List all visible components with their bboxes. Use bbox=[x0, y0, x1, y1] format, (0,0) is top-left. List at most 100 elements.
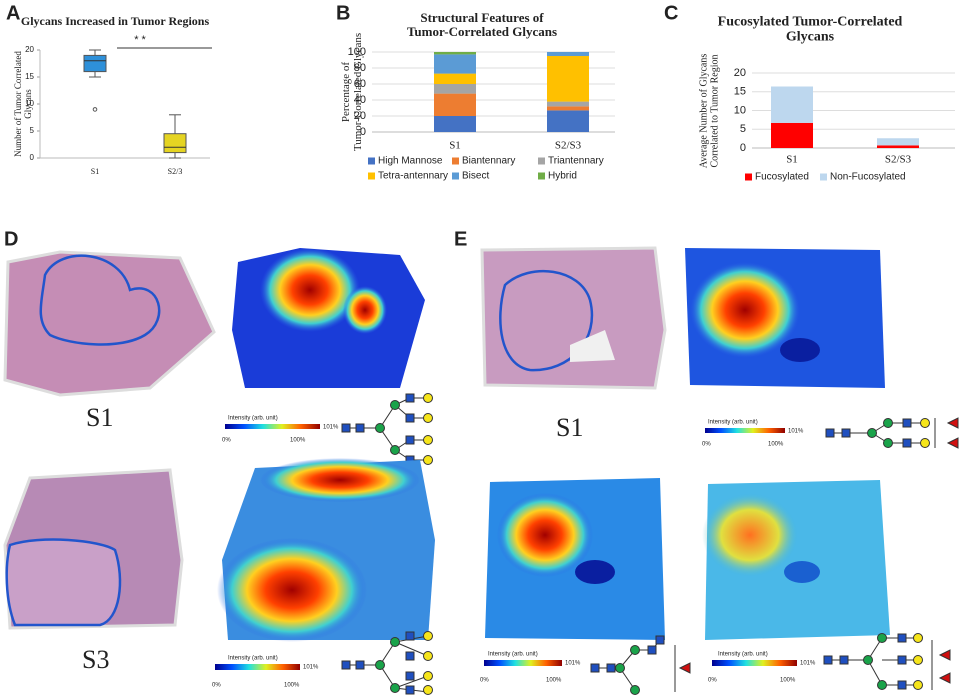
heatmap-image bbox=[485, 478, 890, 640]
y-tick-label: 20 bbox=[25, 45, 34, 54]
colorbar: Intensity (arb. unit) 101% 0% 100% bbox=[702, 420, 804, 448]
bar-segment bbox=[434, 93, 476, 116]
legend-swatch bbox=[452, 157, 459, 165]
y-tick-label: 60 bbox=[354, 78, 366, 90]
bar-segment bbox=[771, 86, 813, 123]
colorbar-label: 0% bbox=[708, 678, 717, 684]
colorbar-label: 0% bbox=[212, 683, 221, 689]
y-axis-label: Percentage ofTumor-Correlated Glycans bbox=[340, 33, 364, 151]
bar-segment bbox=[877, 145, 919, 148]
box bbox=[83, 54, 107, 73]
x-tick-label: S2/S3 bbox=[885, 154, 912, 166]
legend-label: High Mannose bbox=[378, 156, 443, 167]
y-tick-label: 20 bbox=[354, 110, 366, 122]
heatmap-image bbox=[685, 248, 885, 388]
legend-swatch bbox=[368, 157, 375, 165]
panel-label: C bbox=[664, 2, 678, 24]
chart-title: Fucosylated Tumor-Correlated Glycans bbox=[718, 15, 903, 45]
x-tick-label: S2/S3 bbox=[555, 140, 582, 152]
y-tick-label: 80 bbox=[354, 62, 366, 74]
bar-segment bbox=[547, 56, 589, 102]
bar-segment bbox=[547, 110, 589, 132]
tissue-image bbox=[480, 246, 667, 390]
bar-segment bbox=[877, 138, 919, 146]
legend-label: Hybrid bbox=[548, 171, 577, 182]
colorbar: Intensity (arb. unit) 101% 0% 100% bbox=[212, 656, 319, 689]
glycan-structure bbox=[825, 417, 959, 449]
y-tick-label: 5 bbox=[30, 126, 35, 135]
glycan-structure bbox=[590, 633, 951, 695]
y-tick-label: 20 bbox=[734, 67, 746, 79]
box bbox=[163, 133, 187, 154]
legend-swatch bbox=[452, 172, 459, 180]
panel-label: A bbox=[6, 2, 20, 24]
chart-title: Glycans Increased in Tumor Regions bbox=[21, 14, 210, 28]
outlier bbox=[92, 107, 98, 112]
colorbar-label: 101% bbox=[303, 665, 319, 671]
colorbar-label: 101% bbox=[800, 661, 816, 667]
legend-swatch bbox=[820, 173, 827, 181]
x-tick-label: S1 bbox=[91, 167, 99, 176]
panel-label: D bbox=[4, 228, 18, 250]
y-tick-label: 15 bbox=[734, 86, 746, 98]
glycan-structure bbox=[341, 393, 433, 465]
chart-title: Structural Features of Tumor-Correlated G… bbox=[407, 10, 557, 39]
colorbar-title: Intensity (arb. unit) bbox=[718, 652, 768, 658]
colorbar-title: Intensity (arb. unit) bbox=[228, 416, 278, 422]
y-tick-label: 10 bbox=[25, 99, 34, 108]
y-tick-label: 100 bbox=[348, 46, 366, 58]
colorbar-label: 101% bbox=[323, 425, 339, 431]
colorbar-label: 100% bbox=[284, 683, 300, 689]
colorbar-label: 101% bbox=[788, 429, 804, 435]
sample-label: S3 bbox=[82, 645, 109, 674]
tissue-image bbox=[3, 250, 216, 397]
sample-label: S1 bbox=[86, 403, 113, 432]
heatmap-image bbox=[232, 248, 425, 388]
colorbar: Intensity (arb. unit) 101% 0% 100% bbox=[222, 416, 339, 444]
colorbar-title: Intensity (arb. unit) bbox=[228, 656, 278, 662]
legend-swatch bbox=[745, 173, 752, 181]
bar-segment bbox=[434, 116, 476, 132]
colorbar-title: Intensity (arb. unit) bbox=[488, 652, 538, 658]
colorbar-label: 0% bbox=[222, 438, 231, 444]
bar-segment bbox=[434, 84, 476, 94]
panel-label: E bbox=[454, 228, 467, 250]
legend-label: Tetra-antennary bbox=[378, 171, 448, 182]
x-tick-label: S2/3 bbox=[168, 167, 183, 176]
bar-segment bbox=[771, 122, 813, 148]
y-tick-label: 15 bbox=[25, 72, 34, 81]
bar-segment bbox=[547, 52, 589, 56]
sample-label: S1 bbox=[556, 413, 583, 442]
legend-swatch bbox=[538, 157, 545, 165]
heatmap-image bbox=[217, 458, 435, 642]
bar-segment bbox=[434, 52, 476, 55]
y-tick-label: 10 bbox=[734, 104, 746, 116]
significance-label: * * bbox=[134, 34, 146, 46]
y-axis-label: Number of Tumor CorrelatedGlycans bbox=[13, 51, 33, 157]
y-axis-label: Average Number of GlycansCorrelated to T… bbox=[699, 54, 721, 169]
x-tick-label: S1 bbox=[449, 140, 461, 152]
colorbar-label: 100% bbox=[768, 442, 784, 448]
y-tick-label: 0 bbox=[30, 153, 35, 162]
colorbar-label: 100% bbox=[290, 438, 306, 444]
bar-segment bbox=[547, 106, 589, 111]
legend-label: Triantennary bbox=[548, 156, 604, 167]
colorbar-label: 0% bbox=[702, 442, 711, 448]
y-tick-label: 5 bbox=[740, 123, 746, 135]
legend-swatch bbox=[538, 172, 545, 180]
colorbar-label: 101% bbox=[565, 661, 581, 667]
colorbar-label: 100% bbox=[546, 678, 562, 684]
bar-segment bbox=[434, 73, 476, 84]
y-tick-label: 40 bbox=[354, 94, 366, 106]
colorbar-label: 100% bbox=[780, 678, 796, 684]
legend-label: Bisect bbox=[462, 171, 489, 182]
legend-swatch bbox=[368, 172, 375, 180]
x-tick-label: S1 bbox=[786, 154, 798, 166]
panel-label: B bbox=[336, 2, 350, 24]
legend-label: Biantennary bbox=[462, 156, 515, 167]
y-tick-label: 0 bbox=[360, 126, 366, 138]
colorbar-title: Intensity (arb. unit) bbox=[708, 420, 758, 426]
y-tick-label: 0 bbox=[740, 142, 746, 154]
colorbar-label: 0% bbox=[480, 678, 489, 684]
